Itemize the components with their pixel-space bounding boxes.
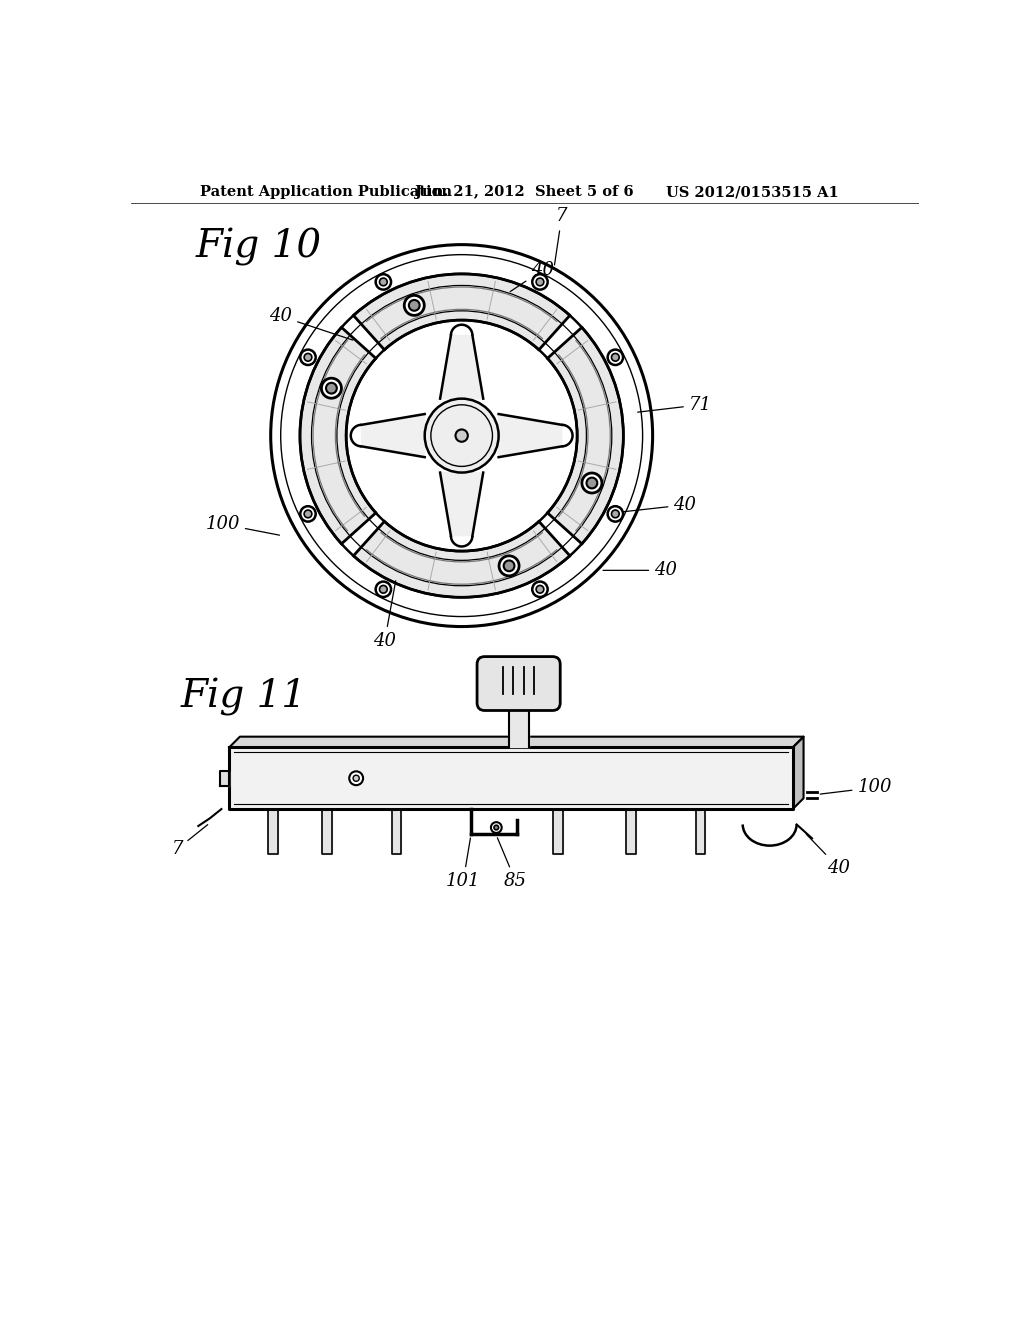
- Text: Fig 11: Fig 11: [180, 678, 307, 717]
- Circle shape: [380, 586, 387, 593]
- Text: 85: 85: [498, 838, 527, 890]
- Circle shape: [532, 275, 548, 289]
- Circle shape: [304, 510, 312, 517]
- Text: 71: 71: [638, 396, 712, 413]
- Text: 100: 100: [820, 779, 892, 796]
- Circle shape: [611, 510, 620, 517]
- Polygon shape: [268, 809, 278, 854]
- Polygon shape: [440, 335, 483, 399]
- Circle shape: [587, 478, 597, 488]
- Polygon shape: [627, 809, 636, 854]
- Polygon shape: [440, 473, 483, 536]
- Polygon shape: [229, 747, 793, 809]
- Text: 101: 101: [445, 838, 480, 890]
- Circle shape: [353, 775, 359, 781]
- Text: 40: 40: [618, 496, 696, 513]
- Circle shape: [456, 429, 468, 442]
- Circle shape: [504, 561, 514, 572]
- Circle shape: [425, 399, 499, 473]
- Text: 40: 40: [806, 834, 851, 876]
- Polygon shape: [391, 809, 400, 854]
- Polygon shape: [220, 771, 229, 785]
- Circle shape: [376, 275, 391, 289]
- Polygon shape: [323, 809, 332, 854]
- Circle shape: [582, 473, 602, 492]
- Circle shape: [494, 825, 499, 830]
- Circle shape: [537, 279, 544, 285]
- Text: 100: 100: [206, 515, 280, 535]
- Text: 40: 40: [510, 261, 554, 292]
- Circle shape: [380, 279, 387, 285]
- Text: 40: 40: [373, 581, 396, 649]
- Text: 7: 7: [554, 207, 567, 265]
- Polygon shape: [553, 809, 562, 854]
- Circle shape: [532, 582, 548, 597]
- Text: Jun. 21, 2012  Sheet 5 of 6: Jun. 21, 2012 Sheet 5 of 6: [416, 185, 634, 199]
- Polygon shape: [499, 414, 562, 457]
- Wedge shape: [353, 275, 570, 350]
- Text: 7: 7: [171, 825, 208, 858]
- Circle shape: [607, 506, 623, 521]
- Polygon shape: [695, 809, 705, 854]
- Polygon shape: [793, 737, 804, 809]
- Polygon shape: [229, 737, 804, 747]
- Circle shape: [404, 296, 424, 315]
- Circle shape: [537, 586, 544, 593]
- Circle shape: [409, 300, 420, 310]
- Circle shape: [607, 350, 623, 366]
- Text: Patent Application Publication: Patent Application Publication: [200, 185, 452, 199]
- Circle shape: [322, 379, 341, 399]
- Circle shape: [304, 354, 312, 362]
- Text: Fig 10: Fig 10: [196, 227, 323, 265]
- Text: 40: 40: [603, 561, 677, 579]
- Text: US 2012/0153515 A1: US 2012/0153515 A1: [666, 185, 839, 199]
- Circle shape: [490, 822, 502, 833]
- Circle shape: [300, 506, 315, 521]
- Polygon shape: [361, 414, 425, 457]
- FancyBboxPatch shape: [477, 656, 560, 710]
- Circle shape: [326, 383, 337, 393]
- Circle shape: [376, 582, 391, 597]
- Wedge shape: [353, 521, 570, 598]
- Text: 40: 40: [269, 308, 353, 341]
- Wedge shape: [300, 327, 376, 544]
- Circle shape: [499, 556, 519, 576]
- Circle shape: [349, 771, 364, 785]
- Wedge shape: [548, 327, 624, 544]
- Polygon shape: [509, 702, 528, 747]
- Circle shape: [611, 354, 620, 362]
- Circle shape: [300, 350, 315, 366]
